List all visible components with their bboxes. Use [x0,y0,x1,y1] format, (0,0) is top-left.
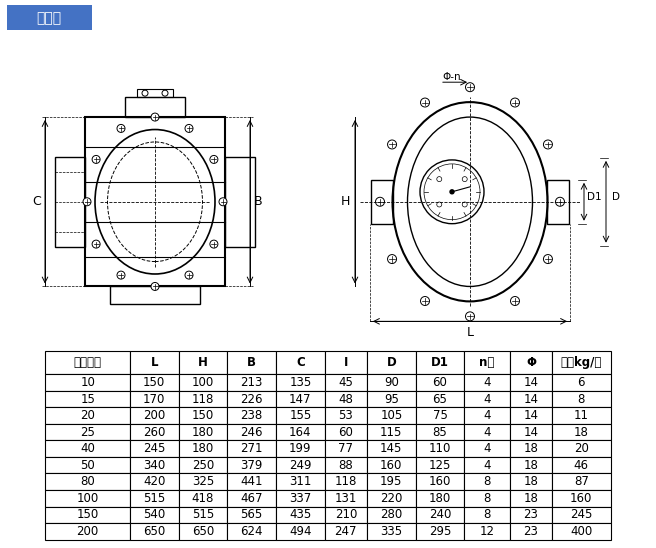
Circle shape [219,198,227,206]
Circle shape [462,176,467,181]
Circle shape [92,240,100,248]
Bar [371,180,393,224]
Text: 铸铁型: 铸铁型 [37,11,62,25]
Circle shape [151,282,159,290]
Circle shape [420,160,484,224]
Bar [125,97,185,117]
Circle shape [375,197,384,206]
Circle shape [210,240,218,248]
Circle shape [462,202,467,207]
Circle shape [437,176,441,181]
Circle shape [83,198,91,206]
Circle shape [556,197,565,206]
Circle shape [466,83,474,92]
Bar [55,157,85,247]
Text: B: B [254,195,262,208]
Circle shape [543,255,552,264]
Bar [225,157,255,247]
Circle shape [92,156,100,163]
Bar [110,287,200,304]
Circle shape [388,140,397,149]
Circle shape [210,156,218,163]
Circle shape [543,140,552,149]
Circle shape [510,98,520,107]
Circle shape [388,255,397,264]
Circle shape [466,312,474,321]
Circle shape [185,124,193,133]
Bar [547,180,569,224]
Bar [137,89,173,97]
Text: Φ-n: Φ-n [442,72,461,82]
Text: L: L [466,326,474,339]
Text: C: C [33,195,41,208]
Circle shape [437,202,441,207]
Circle shape [450,190,454,194]
Circle shape [420,98,430,107]
Text: H: H [340,195,350,208]
Circle shape [510,296,520,305]
Circle shape [185,271,193,279]
Text: D: D [612,192,620,202]
Circle shape [117,124,125,133]
Circle shape [117,271,125,279]
Circle shape [420,296,430,305]
Text: D1: D1 [586,192,602,202]
Circle shape [151,113,159,121]
Bar [85,117,225,287]
